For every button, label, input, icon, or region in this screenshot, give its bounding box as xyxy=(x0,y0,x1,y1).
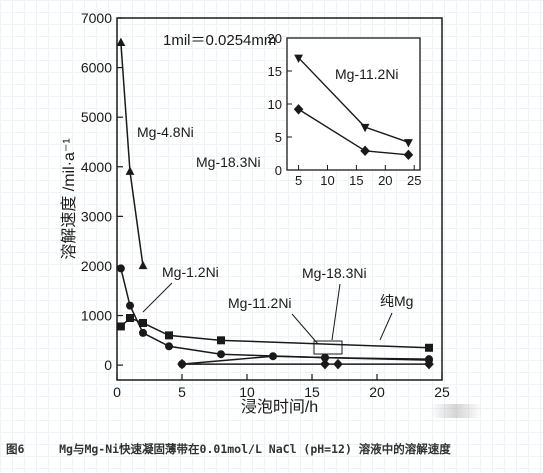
inset-y-tick-label: 10 xyxy=(268,97,282,112)
data-point xyxy=(138,260,148,270)
inset-x-tick-label: 15 xyxy=(349,173,363,188)
y-tick-label: 4000 xyxy=(81,159,112,175)
y-tick-label: 1000 xyxy=(81,308,112,324)
data-point xyxy=(425,343,433,352)
inset-label-mg-18-3ni: Mg-18.3Ni xyxy=(196,154,261,170)
leader-line xyxy=(291,313,319,345)
series-line xyxy=(120,42,144,267)
y-tick-label: 2000 xyxy=(81,258,112,274)
series-label-mg-4-8ni: Mg-4.8Ni xyxy=(137,124,194,140)
series-line xyxy=(181,355,430,365)
data-point xyxy=(139,318,147,327)
data-point xyxy=(321,353,329,362)
unit-annotation: 1mil＝0.0254mm xyxy=(163,32,276,49)
leader-line xyxy=(331,283,341,341)
plot-frame xyxy=(116,17,443,381)
leader-line xyxy=(142,282,173,313)
inset-data-point xyxy=(360,123,370,133)
inset-y-tick-label: 20 xyxy=(268,31,282,46)
inset-x-tick-label: 5 xyxy=(295,173,302,188)
caption-figure-number: 图6 xyxy=(6,442,25,456)
y-tick-label: 5000 xyxy=(81,109,112,125)
inset-y-tick-label: 15 xyxy=(268,64,282,79)
inset-data-point xyxy=(360,145,370,157)
y-tick-label: 3000 xyxy=(81,208,112,224)
y-tick-label: 0 xyxy=(104,357,112,373)
y-tick-label: 7000 xyxy=(81,10,112,26)
inset-y-tick-label: 5 xyxy=(275,130,282,145)
data-point xyxy=(217,336,225,345)
series-label-mg-18-3ni: Mg-18.3Ni xyxy=(302,265,367,281)
inset-data-point xyxy=(294,54,303,63)
x-tick-label: 5 xyxy=(178,384,186,400)
inset-y-tick-label: 0 xyxy=(275,163,282,178)
data-point xyxy=(126,301,134,310)
inset-data-point xyxy=(293,104,304,115)
data-point xyxy=(139,328,147,337)
data-point xyxy=(333,358,343,370)
data-point xyxy=(116,37,126,46)
data-point xyxy=(125,166,135,175)
leader-line xyxy=(379,312,393,341)
x-tick-label: 25 xyxy=(434,384,450,400)
x-tick-label: 15 xyxy=(304,384,320,400)
x-tick-label: 0 xyxy=(113,384,121,400)
data-point xyxy=(320,358,330,370)
data-point xyxy=(217,350,225,359)
data-point xyxy=(269,352,277,361)
x-axis-label: 浸泡时间/h xyxy=(241,398,318,416)
caption-text: Mg与Mg-Ni快速凝固薄带在0.01mol/L NaCl (pH=12) 溶液… xyxy=(59,442,451,456)
inset-x-tick-label: 25 xyxy=(407,173,421,188)
inset-data-point xyxy=(404,139,413,148)
x-tick-label: 20 xyxy=(369,384,385,400)
inset-x-tick-label: 10 xyxy=(320,173,334,188)
data-point xyxy=(126,314,134,323)
data-point xyxy=(165,342,173,351)
y-tick-label: 6000 xyxy=(81,60,112,76)
inset-data-point xyxy=(403,149,414,161)
y-axis-label: 溶解速度 /mil·a⁻¹ xyxy=(60,138,78,259)
figure-caption: 图6 Mg与Mg-Ni快速凝固薄带在0.01mol/L NaCl (pH=12)… xyxy=(6,441,537,457)
inset-source-box xyxy=(313,340,343,355)
series-label-mg-11-2ni: Mg-11.2Ni xyxy=(228,295,292,311)
series-label-mg-1-2ni: Mg-1.2Ni xyxy=(162,264,219,280)
watermark-blur xyxy=(430,404,482,418)
data-point xyxy=(177,358,187,370)
inset-frame xyxy=(286,37,421,171)
inset-label-mg-11-2ni: Mg-11.2Ni xyxy=(335,66,399,82)
data-point xyxy=(165,331,173,340)
data-point xyxy=(116,264,125,273)
data-point xyxy=(116,322,125,331)
main-plot: 0 5 10 15 20 2501000200030004000500060007000浸… xyxy=(60,10,450,416)
series-label-pure-mg: 纯Mg xyxy=(380,293,413,309)
data-point xyxy=(424,358,434,370)
inset-x-tick-label: 20 xyxy=(378,173,392,188)
x-tick-label: 10 xyxy=(239,384,255,400)
